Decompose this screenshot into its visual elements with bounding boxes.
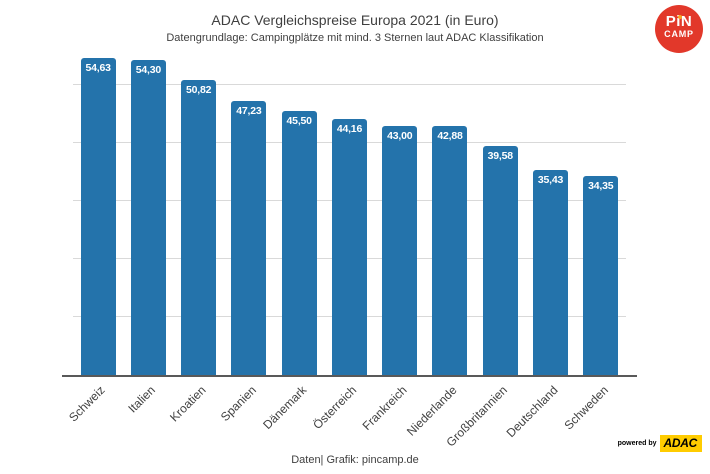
bar-value-label: 42,88 <box>437 130 463 143</box>
bar-group: 42,88 Niederlande <box>404 55 475 439</box>
bar-value-label: 54,30 <box>135 64 162 77</box>
bar: 50,82 <box>181 80 217 375</box>
bars-container: 54,63 Schweiz 54,30 Italien 50,82 Kroati… <box>67 55 626 450</box>
bar-group: 34,35 Schweden <box>561 55 626 433</box>
x-axis-line <box>62 375 637 377</box>
bar-value-label: 39,58 <box>487 149 513 162</box>
x-axis-category-label: Deutschland <box>503 383 561 441</box>
bar: 42,88 <box>432 126 468 375</box>
bar-value-label: 45,50 <box>286 115 312 128</box>
bar-group: 47,23 Spanien <box>218 55 274 424</box>
x-axis-category-label: Italien <box>125 383 159 416</box>
bar-group: 50,82 Kroatien <box>167 55 224 425</box>
bar: 34,35 <box>583 175 619 375</box>
pincamp-i-dot-icon <box>678 15 682 19</box>
bar-group: 54,63 Schweiz <box>67 55 123 424</box>
adac-powered-by-badge: powered by ADAC <box>618 435 702 452</box>
x-axis-category-label: Schweden <box>561 383 611 433</box>
bar-value-label: 43,00 <box>387 129 413 142</box>
bar-group: 39,58 Großbritannien <box>444 55 525 450</box>
pincamp-logo-line1: PiN <box>665 13 693 30</box>
adac-logo: ADAC <box>659 435 702 452</box>
bar-value-label: 44,16 <box>336 123 363 135</box>
bar: 54,63 <box>80 58 116 375</box>
x-axis-category-label: Spanien <box>217 383 259 425</box>
x-axis-category-label: Frankreich <box>359 383 410 433</box>
bar-value-label: 35,43 <box>537 173 564 186</box>
bar-value-label: 54,63 <box>85 62 111 75</box>
chart-subtitle: Datengrundlage: Campingplätze mit mind. … <box>166 32 544 44</box>
pincamp-logo-line2: CAMP <box>664 29 694 39</box>
x-axis-category-label: Kroatien <box>167 383 209 425</box>
bar-group: 35,43 Deutschland <box>503 55 575 440</box>
chart-title: ADAC Vergleichspreise Europa 2021 (in Eu… <box>211 12 499 28</box>
bar-value-label: 47,23 <box>236 105 262 118</box>
bar: 45,50 <box>281 111 317 375</box>
x-axis-category-label: Schweiz <box>66 383 109 425</box>
x-axis-category-label: Dänemark <box>260 383 310 433</box>
bar: 43,00 <box>382 125 418 375</box>
pincamp-logo: PiN CAMP <box>655 5 703 53</box>
bar: 35,43 <box>533 169 569 375</box>
bar: 44,16 <box>331 119 367 375</box>
bar-group: 43,00 Frankreich <box>360 55 425 433</box>
powered-by-label: powered by <box>617 440 657 447</box>
bar-value-label: 50,82 <box>186 84 212 97</box>
gridline-50 <box>73 84 626 86</box>
bar-value-label: 34,35 <box>588 179 614 192</box>
bar-group: 44,16 Österreich <box>310 55 374 432</box>
bar-chart-plot-area: 54,63 Schweiz 54,30 Italien 50,82 Kroati… <box>62 55 637 450</box>
bar-group: 54,30 Italien <box>123 55 173 416</box>
bar: 54,30 <box>130 60 166 375</box>
bar-group: 45,50 Dänemark <box>260 55 324 432</box>
source-caption: Daten| Grafik: pincamp.de <box>291 454 419 466</box>
x-axis-category-label: Österreich <box>310 383 360 433</box>
bar: 39,58 <box>482 145 518 375</box>
bar: 47,23 <box>231 101 267 375</box>
